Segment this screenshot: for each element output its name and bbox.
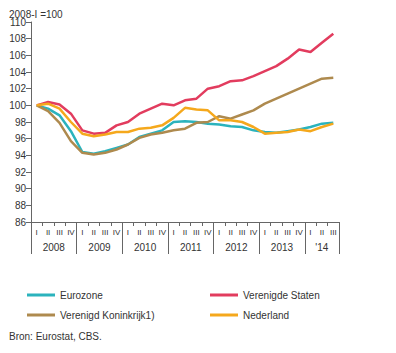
svg-text:104: 104 — [9, 67, 26, 78]
svg-text:Verenigde Staten: Verenigde Staten — [243, 290, 320, 301]
svg-text:'14: '14 — [315, 242, 328, 253]
svg-text:I: I — [127, 228, 129, 237]
svg-text:IV: IV — [250, 228, 258, 237]
svg-text:Eurozone: Eurozone — [60, 290, 103, 301]
svg-text:2013: 2013 — [271, 242, 294, 253]
svg-text:86: 86 — [15, 217, 27, 228]
svg-text:III: III — [284, 228, 291, 237]
svg-text:III: III — [147, 228, 154, 237]
svg-text:92: 92 — [15, 167, 27, 178]
svg-text:I: I — [36, 228, 38, 237]
svg-text:2012: 2012 — [225, 242, 248, 253]
svg-text:106: 106 — [9, 50, 26, 61]
svg-text:I: I — [218, 228, 220, 237]
svg-text:III: III — [102, 228, 109, 237]
svg-text:100: 100 — [9, 100, 26, 111]
svg-text:IV: IV — [204, 228, 212, 237]
svg-text:I: I — [309, 228, 311, 237]
svg-text:IV: IV — [67, 228, 75, 237]
svg-text:II: II — [92, 228, 96, 237]
svg-text:II: II — [183, 228, 187, 237]
svg-text:94: 94 — [15, 150, 27, 161]
svg-text:I: I — [172, 228, 174, 237]
svg-text:III: III — [193, 228, 200, 237]
svg-text:Bron: Eurostat, CBS.: Bron: Eurostat, CBS. — [9, 331, 102, 342]
svg-text:III: III — [56, 228, 63, 237]
svg-text:I: I — [264, 228, 266, 237]
svg-text:102: 102 — [9, 83, 26, 94]
svg-text:2011: 2011 — [180, 242, 202, 253]
svg-text:2008-I =100: 2008-I =100 — [9, 9, 63, 20]
svg-text:96: 96 — [15, 133, 27, 144]
svg-text:2009: 2009 — [88, 242, 111, 253]
svg-text:IV: IV — [113, 228, 121, 237]
svg-text:110: 110 — [10, 16, 26, 28]
svg-text:2010: 2010 — [134, 242, 157, 253]
svg-text:88: 88 — [15, 200, 27, 211]
svg-text:Nederland: Nederland — [243, 310, 289, 321]
svg-text:2008: 2008 — [43, 242, 66, 253]
svg-text:Verenigd Koninkrijk1): Verenigd Koninkrijk1) — [60, 310, 155, 321]
svg-text:III: III — [330, 228, 337, 237]
svg-text:I: I — [81, 228, 83, 237]
svg-text:II: II — [228, 228, 232, 237]
svg-text:II: II — [46, 228, 50, 237]
svg-text:III: III — [239, 228, 246, 237]
svg-text:108: 108 — [9, 33, 26, 44]
svg-text:II: II — [320, 228, 324, 237]
svg-text:II: II — [274, 228, 278, 237]
svg-text:II: II — [137, 228, 141, 237]
svg-text:IV: IV — [158, 228, 166, 237]
svg-text:IV: IV — [295, 228, 303, 237]
svg-text:98: 98 — [15, 117, 27, 128]
svg-text:90: 90 — [15, 183, 27, 194]
